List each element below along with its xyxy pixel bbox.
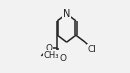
Text: O: O xyxy=(59,54,66,63)
Text: CH₃: CH₃ xyxy=(44,51,59,60)
Text: Cl: Cl xyxy=(87,45,96,54)
Text: N: N xyxy=(63,9,70,19)
Text: O: O xyxy=(46,44,53,53)
